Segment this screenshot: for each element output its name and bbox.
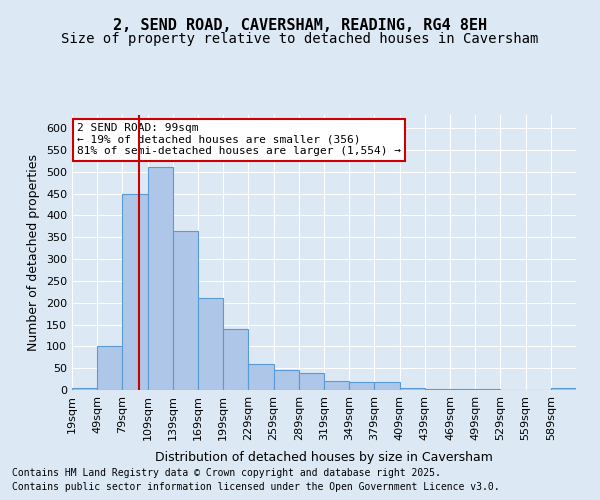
Bar (299, 374, 324, 390)
Bar (274, 370, 299, 390)
Bar (349, 382, 374, 390)
Text: Contains HM Land Registry data © Crown copyright and database right 2025.: Contains HM Land Registry data © Crown c… (12, 468, 441, 477)
Bar (374, 382, 400, 390)
Bar (72, 388, 97, 390)
Text: 2, SEND ROAD, CAVERSHAM, READING, RG4 8EH: 2, SEND ROAD, CAVERSHAM, READING, RG4 8E… (113, 18, 487, 32)
Bar (425, 388, 450, 390)
Bar (475, 388, 500, 390)
Bar (324, 382, 349, 390)
X-axis label: Distribution of detached houses by size in Caversham: Distribution of detached houses by size … (155, 451, 493, 464)
Bar (551, 388, 576, 390)
Text: 2 SEND ROAD: 99sqm
← 19% of detached houses are smaller (356)
81% of semi-detach: 2 SEND ROAD: 99sqm ← 19% of detached hou… (77, 123, 401, 156)
Bar (400, 388, 425, 390)
Bar (122, 194, 148, 390)
Bar (97, 346, 122, 390)
Bar (450, 388, 475, 390)
Text: Size of property relative to detached houses in Caversham: Size of property relative to detached ho… (61, 32, 539, 46)
Bar (248, 364, 274, 390)
Bar (223, 329, 248, 390)
Bar (173, 230, 198, 390)
Bar (148, 168, 173, 390)
Bar (198, 298, 223, 390)
Y-axis label: Number of detached properties: Number of detached properties (28, 154, 40, 351)
Text: Contains public sector information licensed under the Open Government Licence v3: Contains public sector information licen… (12, 482, 500, 492)
